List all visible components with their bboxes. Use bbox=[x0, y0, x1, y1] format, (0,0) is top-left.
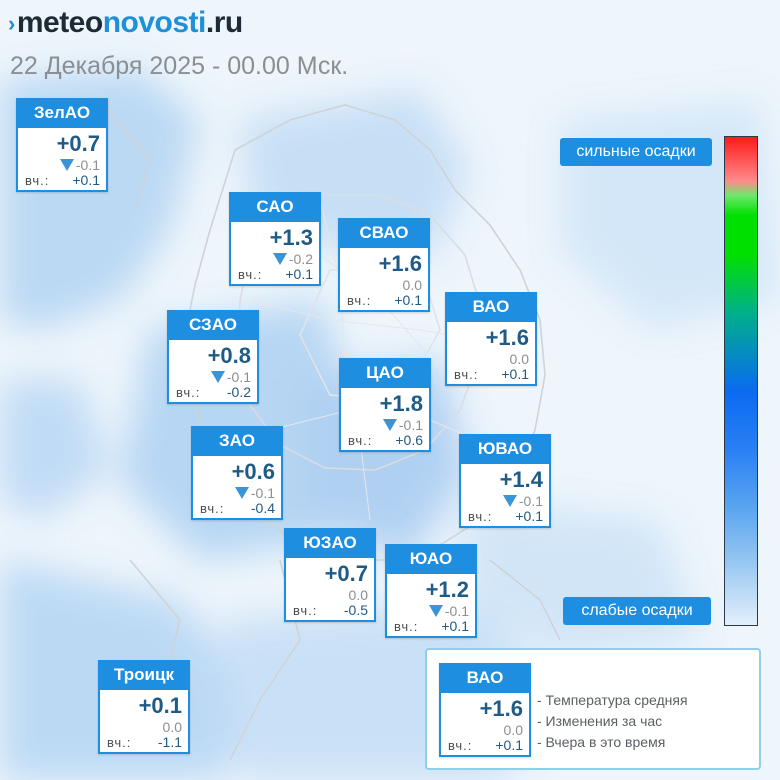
down-arrow-icon bbox=[502, 495, 517, 507]
district-name: СЗАО bbox=[167, 310, 259, 340]
yesterday-value: +0.1 bbox=[394, 292, 422, 308]
yesterday-value: -0.4 bbox=[250, 500, 275, 516]
district-name: ЗАО bbox=[191, 426, 283, 456]
yesterday-value: +0.1 bbox=[515, 508, 543, 524]
yesterday-label: вч.: bbox=[200, 501, 225, 516]
hourly-change: 0.0 bbox=[162, 719, 182, 735]
temperature-value: +1.3 bbox=[269, 225, 313, 250]
district-name: ЦАО bbox=[339, 358, 431, 388]
temperature-value: +1.6 bbox=[479, 696, 523, 721]
scale-bottom-label: слабые осадки bbox=[563, 597, 711, 625]
district-name: САО bbox=[229, 192, 321, 222]
district-name: СВАО bbox=[338, 218, 430, 248]
legend-line-hourly-change: - Изменения за час bbox=[537, 713, 663, 729]
district-card-svao[interactable]: СВАО +1.6 0.0 вч.: +0.1 bbox=[338, 218, 430, 312]
yesterday-label: вч.: bbox=[25, 173, 50, 188]
down-arrow-icon bbox=[234, 487, 249, 499]
legend-line-temperature: - Температура средняя bbox=[537, 692, 688, 708]
yesterday-value: +0.6 bbox=[395, 432, 423, 448]
yesterday-label: вч.: bbox=[293, 603, 318, 618]
district-name: Троицк bbox=[98, 660, 190, 690]
hourly-change: -0.1 bbox=[444, 603, 469, 619]
yesterday-label: вч.: bbox=[107, 735, 132, 750]
district-name: ЮВАО bbox=[459, 434, 551, 464]
yesterday-value: +0.1 bbox=[441, 618, 469, 634]
temperature-value: +0.1 bbox=[138, 693, 182, 718]
precipitation-scale-bar bbox=[724, 136, 758, 626]
forecast-date: 22 Декабря 2025 - 00.00 Мск. bbox=[10, 52, 349, 80]
hourly-change: -0.1 bbox=[75, 157, 100, 173]
yesterday-label: вч.: bbox=[347, 293, 372, 308]
district-card-zao[interactable]: ЗАО +0.6 -0.1 вч.: -0.4 bbox=[191, 426, 283, 520]
district-name: ЗелАО bbox=[16, 98, 108, 128]
yesterday-value: -0.5 bbox=[343, 602, 368, 618]
district-card-yuao[interactable]: ЮАО +1.2 -0.1 вч.: +0.1 bbox=[385, 544, 477, 638]
down-arrow-icon bbox=[59, 159, 74, 171]
yesterday-value: +0.1 bbox=[495, 737, 523, 753]
down-arrow-icon bbox=[210, 371, 225, 383]
temperature-value: +1.6 bbox=[378, 251, 422, 276]
yesterday-label: вч.: bbox=[348, 433, 373, 448]
temperature-value: +1.8 bbox=[379, 391, 423, 416]
temperature-value: +1.6 bbox=[485, 325, 529, 350]
yesterday-label: вч.: bbox=[176, 385, 201, 400]
yesterday-value: -1.1 bbox=[157, 734, 182, 750]
district-name: ВАО bbox=[445, 292, 537, 322]
down-arrow-icon bbox=[382, 419, 397, 431]
hourly-change: 0.0 bbox=[509, 351, 529, 367]
yesterday-value: -0.2 bbox=[226, 384, 251, 400]
hourly-change: -0.1 bbox=[398, 417, 423, 433]
legend-line-yesterday: - Вчера в это время bbox=[537, 734, 666, 750]
yesterday-label: вч.: bbox=[448, 738, 473, 753]
district-card-yuzao[interactable]: ЮЗАО +0.7 0.0 вч.: -0.5 bbox=[284, 528, 376, 622]
yesterday-label: вч.: bbox=[454, 367, 479, 382]
district-card-vao[interactable]: ВАО +1.6 0.0 вч.: +0.1 bbox=[445, 292, 537, 386]
temperature-value: +0.7 bbox=[324, 561, 368, 586]
district-name: ЮЗАО bbox=[284, 528, 376, 558]
hourly-change: 0.0 bbox=[402, 277, 422, 293]
temperature-value: +1.2 bbox=[425, 577, 469, 602]
hourly-change: -0.1 bbox=[518, 493, 543, 509]
legend-example-card: ВАО +1.6 0.0 вч.: +0.1 bbox=[439, 663, 531, 757]
yesterday-value: +0.1 bbox=[72, 172, 100, 188]
yesterday-label: вч.: bbox=[238, 267, 263, 282]
temperature-value: +0.8 bbox=[207, 343, 251, 368]
yesterday-value: +0.1 bbox=[285, 266, 313, 282]
district-card-yuvao[interactable]: ЮВАО +1.4 -0.1 вч.: +0.1 bbox=[459, 434, 551, 528]
district-name: ВАО bbox=[439, 663, 531, 693]
district-card-cao[interactable]: ЦАО +1.8 -0.1 вч.: +0.6 bbox=[339, 358, 431, 452]
temperature-value: +1.4 bbox=[499, 467, 543, 492]
logo-chevron-icon: › bbox=[8, 11, 15, 36]
temperature-value: +0.6 bbox=[231, 459, 275, 484]
temperature-value: +0.7 bbox=[56, 131, 100, 156]
hourly-change: -0.1 bbox=[250, 485, 275, 501]
hourly-change: 0.0 bbox=[503, 722, 523, 738]
district-name: ЮАО bbox=[385, 544, 477, 574]
hourly-change: -0.1 bbox=[226, 369, 251, 385]
site-logo[interactable]: › meteo novosti .ru bbox=[8, 6, 243, 39]
district-card-sao[interactable]: САО +1.3 -0.2 вч.: +0.1 bbox=[229, 192, 321, 286]
legend-panel: ВАО +1.6 0.0 вч.: +0.1 - Температура сре… bbox=[425, 648, 761, 770]
yesterday-label: вч.: bbox=[394, 619, 419, 634]
scale-top-label: сильные осадки bbox=[560, 138, 712, 166]
district-card-szao[interactable]: СЗАО +0.8 -0.1 вч.: -0.2 bbox=[167, 310, 259, 404]
yesterday-value: +0.1 bbox=[501, 366, 529, 382]
hourly-change: -0.2 bbox=[288, 251, 313, 267]
down-arrow-icon bbox=[272, 253, 287, 265]
district-card-troitsk[interactable]: Троицк +0.1 0.0 вч.: -1.1 bbox=[98, 660, 190, 754]
hourly-change: 0.0 bbox=[348, 587, 368, 603]
down-arrow-icon bbox=[428, 605, 443, 617]
yesterday-label: вч.: bbox=[468, 509, 493, 524]
district-card-zelao[interactable]: ЗелАО +0.7 -0.1 вч.: +0.1 bbox=[16, 98, 108, 192]
